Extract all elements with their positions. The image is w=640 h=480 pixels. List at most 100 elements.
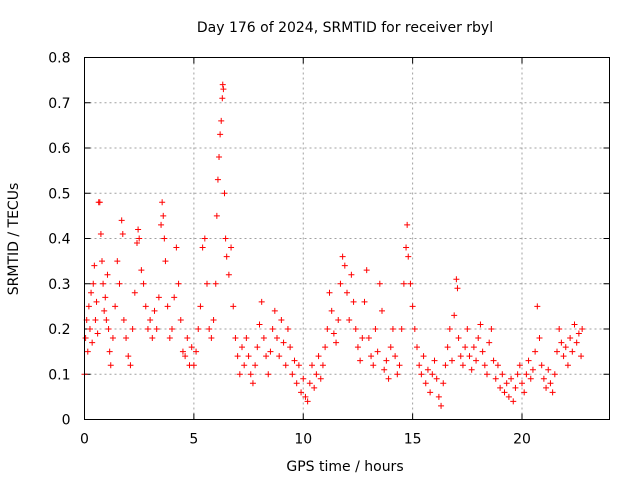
data-point: [107, 362, 114, 369]
data-point: [490, 357, 497, 364]
data-point: [523, 371, 530, 378]
data-point: [503, 380, 510, 387]
data-point: [239, 344, 245, 351]
y-tick-label: 0.7: [48, 96, 70, 112]
data-point: [263, 353, 270, 360]
data-point: [403, 244, 410, 251]
data-point: [464, 326, 471, 332]
grid: [84, 57, 610, 420]
data-point: [385, 375, 392, 382]
data-point: [120, 316, 127, 323]
data-point: [293, 380, 300, 387]
data-point: [453, 276, 460, 283]
data-point: [252, 362, 259, 369]
data-point: [90, 280, 97, 287]
data-point: [554, 348, 560, 355]
data-point: [404, 221, 411, 228]
data-point: [492, 375, 499, 382]
data-point: [579, 326, 586, 332]
data-point: [573, 339, 580, 346]
data-point: [427, 389, 434, 396]
data-point: [249, 380, 256, 387]
data-point: [407, 280, 414, 287]
data-point: [119, 230, 126, 237]
data-point: [575, 330, 582, 337]
data-point: [173, 244, 180, 251]
data-point: [88, 289, 95, 296]
data-point: [287, 344, 294, 351]
data-point: [556, 326, 563, 332]
data-point: [348, 271, 355, 278]
data-point: [214, 176, 221, 183]
data-point: [488, 326, 495, 332]
data-point: [184, 335, 191, 342]
data-point: [193, 348, 200, 355]
data-point: [112, 303, 119, 310]
data-point: [536, 335, 543, 342]
data-point: [527, 375, 534, 382]
data-point: [435, 393, 442, 400]
data-point: [339, 253, 346, 260]
data-point: [258, 298, 265, 305]
data-point: [311, 384, 318, 391]
data-point: [567, 335, 574, 342]
data-point: [446, 326, 453, 332]
data-point: [85, 303, 92, 310]
data-point: [571, 321, 578, 328]
data-point: [501, 389, 508, 396]
data-point: [265, 371, 272, 378]
data-point: [387, 344, 394, 351]
data-point: [442, 362, 449, 369]
data-point: [361, 298, 368, 305]
data-point: [462, 344, 469, 351]
data-point: [131, 289, 138, 296]
data-point: [160, 212, 167, 219]
data-point: [302, 393, 309, 400]
data-point: [217, 131, 224, 138]
data-point: [291, 357, 298, 364]
data-point: [216, 154, 223, 161]
data-point: [440, 380, 447, 387]
data-point: [560, 353, 567, 360]
data-point: [424, 366, 431, 373]
data-point: [396, 362, 403, 369]
data-point: [352, 326, 359, 332]
data-point: [451, 312, 458, 319]
data-point: [153, 326, 160, 332]
data-point: [317, 375, 324, 382]
y-axis-label: SRMTID / TECUs: [6, 183, 22, 296]
data-point: [147, 316, 154, 323]
data-point: [315, 353, 322, 360]
data-point: [94, 330, 101, 337]
data-point: [222, 235, 229, 242]
data-point: [414, 344, 420, 351]
data-point: [374, 348, 381, 355]
data-point: [298, 389, 305, 396]
data-point: [313, 371, 320, 378]
data-point: [164, 303, 171, 310]
data-point: [190, 362, 197, 369]
data-point: [354, 344, 361, 351]
data-point: [306, 380, 313, 387]
data-point: [372, 326, 379, 332]
data-point: [230, 303, 237, 310]
data-point: [363, 267, 370, 274]
data-point: [149, 335, 156, 342]
tick-labels: 0 5 10 15 20 0 0.1 0.2 0.3 0.4 0.5 0.6 0.7 0.8: [48, 51, 531, 448]
data-point: [538, 362, 545, 369]
data-point: [551, 371, 558, 378]
data-point: [109, 335, 116, 342]
data-point: [326, 289, 333, 296]
data-point: [204, 280, 210, 287]
data-point: [505, 393, 512, 400]
data-point: [534, 303, 541, 310]
data-point: [218, 117, 225, 124]
data-point: [247, 371, 254, 378]
data-point: [335, 316, 342, 323]
data-point: [429, 371, 436, 378]
data-point: [188, 344, 195, 351]
data-point: [96, 199, 103, 206]
data-point: [212, 280, 219, 287]
data-point: [104, 271, 111, 278]
